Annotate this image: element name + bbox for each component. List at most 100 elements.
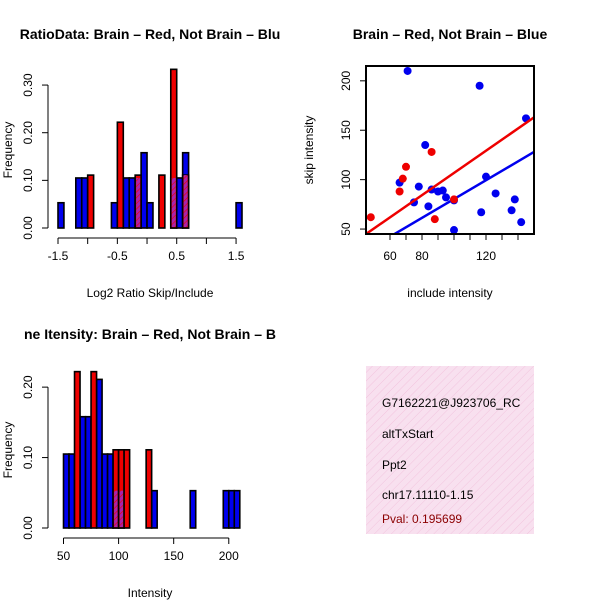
ratio-histogram-x-tick-label: -1.5: [48, 249, 69, 263]
ratio-histogram: RatioData: Brain – Red, Not Brain – Blu …: [1, 26, 280, 300]
scatter-x-tick-label: 120: [476, 249, 496, 263]
ratio-histogram-bar-not-brain: [122, 177, 131, 229]
scatter-point-brain: [398, 174, 407, 183]
intensity-histogram-x-tick-label: 150: [164, 549, 184, 563]
intensity-histogram-title: ne Itensity: Brain – Red, Not Brain – B: [24, 326, 276, 342]
intensity-histogram-bar-brain: [145, 449, 153, 529]
scatter-point-not-brain: [477, 208, 486, 217]
scatter-frame: [365, 65, 535, 235]
scatter-title: Brain – Red, Not Brain – Blue: [353, 26, 548, 42]
scatter-y-tick-label: 50: [339, 222, 353, 236]
info-gene: Ppt2: [382, 458, 407, 472]
scatter-point-not-brain: [510, 195, 519, 204]
scatter-point-not-brain: [491, 189, 500, 198]
info-probe-id: G7162221@J923706_RC: [382, 396, 521, 410]
ratio-histogram-bar-overlap: [171, 177, 176, 227]
intensity-histogram-y-tick-label: 0.00: [21, 516, 35, 540]
intensity-scatter: Brain – Red, Not Brain – Blue include in…: [302, 26, 547, 300]
ratio-histogram-x-tick-label: 0.5: [168, 249, 185, 263]
ratio-histogram-ylabel: Frequency: [1, 122, 15, 179]
intensity-histogram-bar-not-brain: [106, 453, 114, 529]
ratio-histogram-x-tick-label: -0.5: [107, 249, 128, 263]
scatter-point-not-brain: [442, 193, 450, 202]
info-panel-background: [366, 366, 534, 534]
intensity-histogram-bar-overlap: [119, 490, 124, 527]
intensity-histogram-bar-not-brain: [150, 489, 158, 529]
ratio-histogram-bar-not-brain: [110, 201, 119, 229]
ratio-histogram-title: RatioData: Brain – Red, Not Brain – Blu: [20, 26, 281, 42]
intensity-histogram-x-tick-label: 50: [57, 549, 71, 563]
ratio-histogram-bar-brain: [169, 68, 178, 229]
scatter-point-not-brain: [421, 141, 430, 150]
scatter-point-brain: [427, 147, 436, 156]
intensity-histogram-x-tick-label: 100: [109, 549, 129, 563]
intensity-histogram-bar-brain: [90, 370, 98, 529]
ratio-histogram-bar-not-brain: [57, 201, 65, 229]
ratio-histogram-bar-brain: [86, 174, 95, 229]
intensity-histogram-bar-overlap: [114, 490, 118, 527]
scatter-point-not-brain: [482, 172, 490, 181]
intensity-histogram-y-tick-label: 0.10: [21, 446, 35, 470]
intensity-histogram-bar-not-brain: [84, 415, 92, 529]
ratio-histogram-bar-brain: [158, 174, 166, 229]
intensity-histogram-x-tick-label: 200: [219, 549, 239, 563]
scatter-ylabel: skip intensity: [302, 116, 316, 185]
scatter-y-tick-label: 200: [339, 70, 353, 90]
scatter-point-not-brain: [403, 66, 412, 75]
ratio-histogram-bar-overlap: [183, 175, 188, 227]
ratio-histogram-y-tick-label: 0.20: [21, 121, 35, 145]
scatter-x-tick-label: 80: [415, 249, 429, 263]
scatter-point-not-brain: [424, 202, 433, 211]
intensity-histogram-bar-not-brain: [189, 489, 197, 529]
intensity-histogram-bar-not-brain: [222, 489, 230, 529]
info-panel: G7162221@J923706_RC altTxStart Ppt2 chr1…: [366, 366, 534, 534]
ratio-histogram-bar-brain: [116, 121, 125, 229]
intensity-histogram-bar-not-brain: [68, 453, 76, 529]
scatter-point-brain: [450, 195, 458, 204]
ratio-histogram-y-tick-label: 0.30: [21, 73, 35, 97]
intensity-histogram-y-tick-label: 0.20: [21, 375, 35, 399]
scatter-point-brain: [395, 187, 404, 196]
scatter-point-brain: [430, 215, 439, 224]
info-location: chr17.11110-1.15: [382, 488, 474, 502]
intensity-histogram-bar-brain: [123, 449, 131, 529]
intensity-histogram-bar-brain: [73, 370, 81, 529]
scatter-fit-line-not-brain: [392, 150, 534, 234]
intensity-histogram-bar-not-brain: [79, 415, 87, 529]
scatter-point-not-brain: [475, 81, 484, 90]
scatter-point-not-brain: [450, 226, 458, 234]
ratio-histogram-y-tick-label: 0.00: [21, 216, 35, 240]
ratio-histogram-y-tick-label: 0.10: [21, 168, 35, 192]
intensity-histogram-bar-not-brain: [62, 453, 70, 529]
scatter-fit-line-brain: [366, 116, 534, 234]
info-event-type: altTxStart: [382, 427, 434, 441]
ratio-histogram-bar-not-brain: [235, 201, 243, 229]
ratio-histogram-bar-not-brain: [80, 177, 89, 229]
scatter-x-tick-label: 60: [383, 249, 397, 263]
ratio-histogram-bar-not-brain: [146, 201, 154, 229]
info-pvalue: Pval: 0.195699: [382, 512, 462, 526]
ratio-histogram-bar-not-brain: [75, 177, 83, 229]
intensity-histogram-xlabel: Intensity: [128, 586, 173, 600]
ratio-histogram-bar-not-brain: [175, 177, 184, 229]
ratio-histogram-bar-overlap: [136, 177, 141, 227]
ratio-histogram-x-tick-label: 1.5: [228, 249, 245, 263]
ratio-histogram-bar-not-brain: [128, 177, 136, 229]
scatter-y-tick-label: 150: [339, 120, 353, 140]
intensity-histogram-bar-not-brain: [101, 453, 109, 529]
ratio-histogram-bar-not-brain: [140, 151, 148, 229]
scatter-point-not-brain: [517, 218, 526, 227]
scatter-y-tick-label: 100: [339, 169, 353, 189]
scatter-point-brain: [402, 162, 410, 171]
intensity-histogram-bar-not-brain: [95, 378, 103, 529]
intensity-histogram: ne Itensity: Brain – Red, Not Brain – B …: [1, 326, 276, 600]
intensity-histogram-bar-not-brain: [233, 489, 241, 529]
scatter-plot-area: [366, 66, 534, 234]
intensity-histogram-ylabel: Frequency: [1, 422, 15, 479]
scatter-point-not-brain: [414, 182, 423, 191]
ratio-histogram-xlabel: Log2 Ratio Skip/Include: [87, 286, 214, 300]
scatter-point-not-brain: [507, 206, 516, 215]
scatter-point-not-brain: [438, 186, 447, 195]
scatter-xlabel: include intensity: [407, 286, 492, 300]
